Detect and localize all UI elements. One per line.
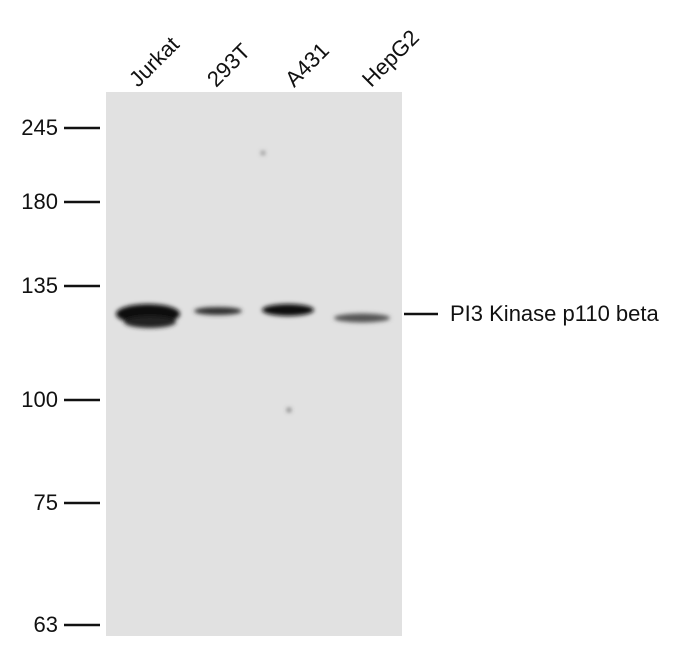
speck bbox=[261, 151, 265, 155]
bands bbox=[116, 151, 390, 412]
lane-label: A431 bbox=[280, 38, 334, 92]
marker-label: 100 bbox=[21, 387, 58, 412]
marker-label: 135 bbox=[21, 273, 58, 298]
band bbox=[124, 316, 176, 328]
lane-label: 293T bbox=[202, 39, 255, 92]
band bbox=[194, 307, 242, 315]
marker-ticks bbox=[64, 126, 100, 627]
speck bbox=[287, 408, 291, 412]
band bbox=[262, 304, 314, 316]
membrane bbox=[106, 92, 402, 636]
marker-label: 245 bbox=[21, 115, 58, 140]
marker-label: 63 bbox=[34, 612, 58, 637]
band-label: PI3 Kinase p110 beta bbox=[450, 301, 660, 326]
band bbox=[334, 313, 390, 323]
lane-label: HepG2 bbox=[357, 25, 424, 92]
lane-label: Jurkat bbox=[124, 32, 184, 92]
marker-label: 180 bbox=[21, 189, 58, 214]
marker-label: 75 bbox=[34, 490, 58, 515]
